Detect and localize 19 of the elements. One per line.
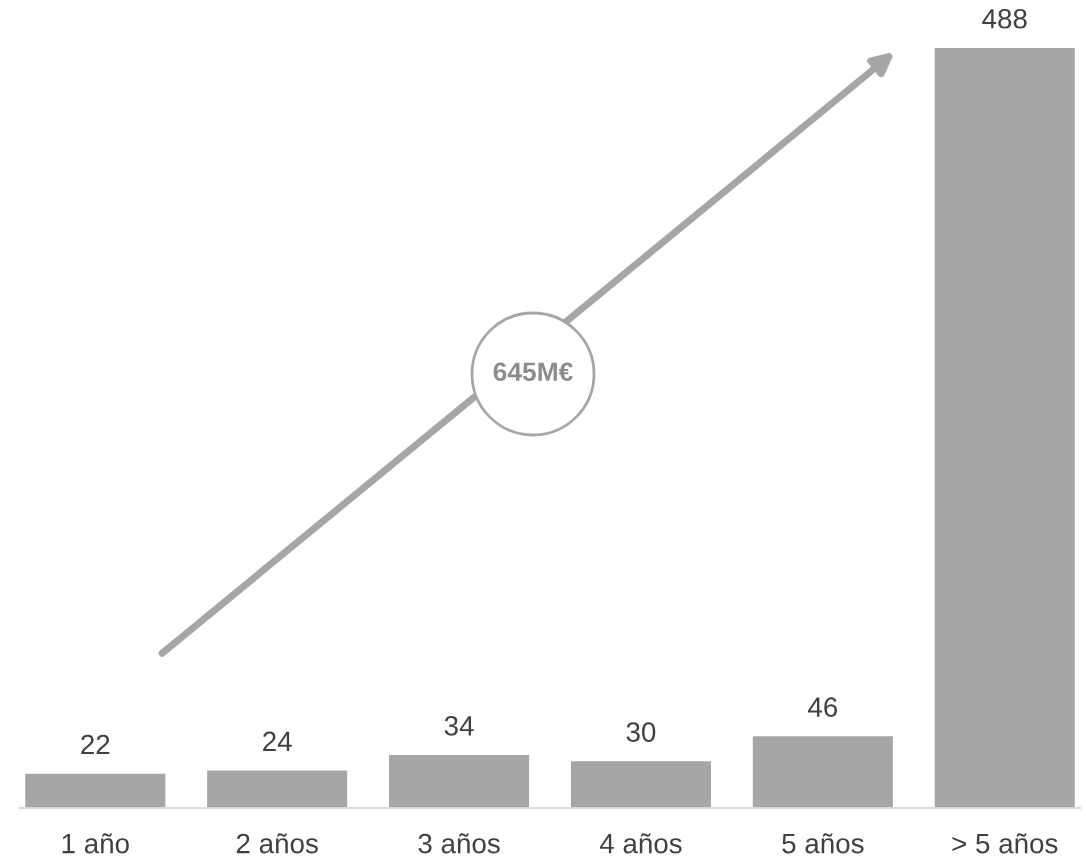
x-tick-label: 3 años <box>418 833 500 854</box>
x-tick-label: 2 años <box>236 833 318 854</box>
data-label: 488 <box>982 8 1027 29</box>
x-tick-label: 5 años <box>782 833 864 854</box>
bar <box>570 761 711 808</box>
x-tick-label: 4 años <box>599 833 682 854</box>
data-label: 34 <box>444 716 474 736</box>
data-label: 22 <box>81 734 110 755</box>
data-label: 24 <box>263 731 292 751</box>
bar <box>934 48 1075 808</box>
data-label: 46 <box>808 697 838 717</box>
bar <box>25 773 166 808</box>
bar <box>207 770 348 808</box>
x-tick-label: 1 año <box>62 833 129 854</box>
bar <box>389 755 530 808</box>
bar <box>752 736 893 808</box>
data-label: 30 <box>626 722 656 742</box>
annotation: 645M€ <box>493 362 573 382</box>
x-tick-label: > 5 años <box>952 833 1058 854</box>
